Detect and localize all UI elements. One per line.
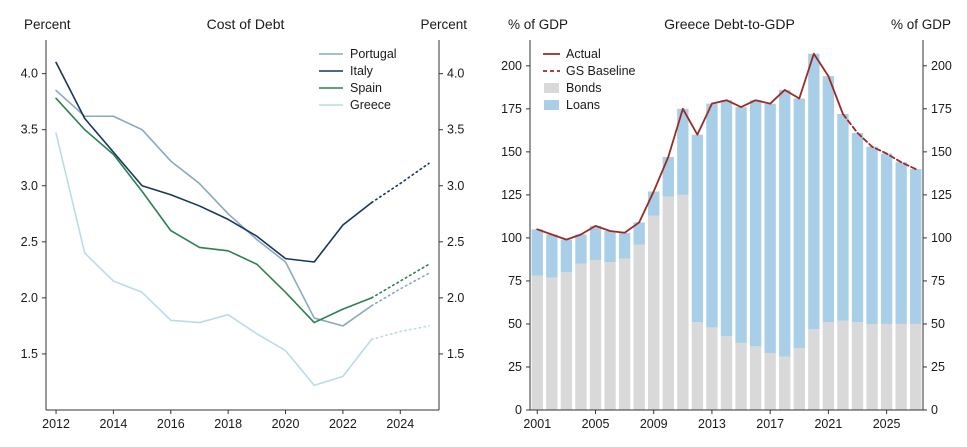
svg-text:Greece: Greece — [350, 98, 391, 112]
svg-text:25: 25 — [508, 360, 522, 374]
svg-text:1.5: 1.5 — [21, 347, 38, 361]
svg-text:150: 150 — [931, 145, 952, 159]
svg-text:Italy: Italy — [350, 64, 374, 78]
svg-text:2016: 2016 — [157, 417, 185, 431]
svg-text:2024: 2024 — [386, 417, 414, 431]
svg-text:2020: 2020 — [272, 417, 300, 431]
svg-text:4.0: 4.0 — [447, 67, 464, 81]
svg-text:Spain: Spain — [350, 81, 382, 95]
line-series — [55, 61, 430, 387]
svg-text:2001: 2001 — [523, 417, 551, 431]
svg-text:0: 0 — [515, 403, 522, 417]
svg-text:2021: 2021 — [814, 417, 842, 431]
svg-text:3.0: 3.0 — [447, 179, 464, 193]
svg-text:Actual: Actual — [566, 47, 601, 61]
svg-text:200: 200 — [931, 59, 952, 73]
svg-text:1.5: 1.5 — [447, 347, 464, 361]
svg-text:175: 175 — [931, 102, 952, 116]
cost-of-debt-line-chart: 1.5 1.5 2.0 2.0 2.5 2.5 3.0 3.0 3.5 3.5 4.0 4.0 2012… — [21, 40, 464, 431]
svg-text:2014: 2014 — [100, 417, 128, 431]
svg-text:GS Baseline: GS Baseline — [566, 64, 636, 78]
svg-text:125: 125 — [501, 188, 522, 202]
debt-to-gdp-bar-chart: 0 0 25 25 50 50 75 75 100 100 125 125 150 150 175 175 20… — [501, 40, 952, 431]
cost-of-debt-header: Percent Cost of Debt Percent — [0, 0, 483, 32]
svg-text:2012: 2012 — [42, 417, 70, 431]
debt-lines — [536, 52, 917, 241]
cost-of-debt-title: Cost of Debt — [206, 16, 285, 32]
svg-text:2009: 2009 — [640, 417, 668, 431]
svg-text:Loans: Loans — [566, 98, 600, 112]
left-axis-unit-label: % of GDP — [508, 17, 569, 32]
svg-text:175: 175 — [501, 102, 522, 116]
left-axis-unit-label: Percent — [24, 17, 71, 32]
svg-text:2005: 2005 — [582, 417, 610, 431]
legend: Actual GS Baseline Bonds Loans — [543, 47, 636, 112]
svg-text:100: 100 — [931, 231, 952, 245]
svg-text:2017: 2017 — [756, 417, 784, 431]
svg-text:2.5: 2.5 — [447, 235, 464, 249]
svg-text:2.0: 2.0 — [447, 291, 464, 305]
stacked-bars — [531, 53, 922, 410]
svg-text:2.0: 2.0 — [21, 291, 38, 305]
svg-text:75: 75 — [931, 274, 945, 288]
svg-text:50: 50 — [508, 317, 522, 331]
svg-text:2013: 2013 — [698, 417, 726, 431]
svg-text:2.5: 2.5 — [21, 235, 38, 249]
svg-text:2022: 2022 — [329, 417, 357, 431]
svg-text:125: 125 — [931, 188, 952, 202]
legend: Portugal Italy Spain Greece — [319, 47, 397, 112]
svg-text:3.5: 3.5 — [21, 123, 38, 137]
right-axis-unit-label: Percent — [420, 17, 467, 32]
cost-of-debt-panel: Percent Cost of Debt Percent 1.5 1.5 2.0 2.… — [0, 0, 483, 447]
svg-text:75: 75 — [508, 274, 522, 288]
right-axis-unit-label: % of GDP — [890, 17, 951, 32]
debt-to-gdp-title: Greece Debt-to-GDP — [664, 16, 795, 32]
svg-text:Portugal: Portugal — [350, 47, 397, 61]
svg-text:0: 0 — [931, 403, 938, 417]
svg-text:25: 25 — [931, 360, 945, 374]
svg-text:Bonds: Bonds — [566, 81, 601, 95]
svg-text:3.5: 3.5 — [447, 123, 464, 137]
svg-text:3.0: 3.0 — [21, 179, 38, 193]
svg-text:150: 150 — [501, 145, 522, 159]
svg-text:2018: 2018 — [214, 417, 242, 431]
axes: 1.5 1.5 2.0 2.0 2.5 2.5 3.0 3.0 3.5 3.5 4.0 4.0 2012… — [21, 40, 464, 431]
svg-text:4.0: 4.0 — [21, 67, 38, 81]
axes: 0 0 25 25 50 50 75 75 100 100 125 125 150 150 175 175 20… — [501, 40, 952, 431]
svg-text:100: 100 — [501, 231, 522, 245]
svg-text:2025: 2025 — [873, 417, 901, 431]
svg-text:200: 200 — [501, 59, 522, 73]
svg-text:50: 50 — [931, 317, 945, 331]
debt-to-gdp-header: % of GDP Greece Debt-to-GDP % of GDP — [484, 0, 967, 32]
